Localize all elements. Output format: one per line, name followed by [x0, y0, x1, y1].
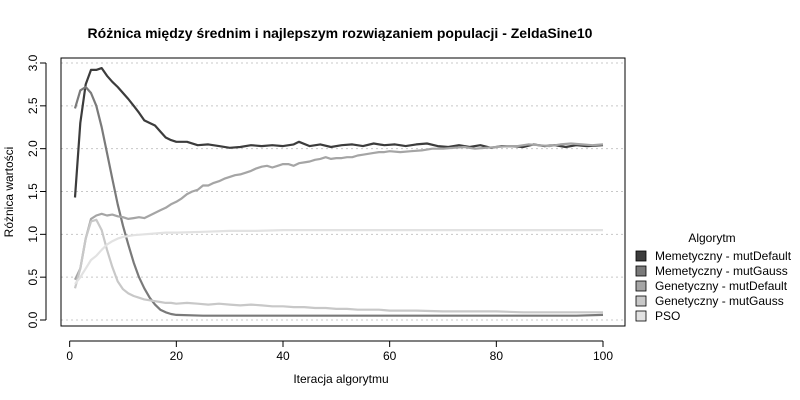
legend-label: Memetyczny - mutDefault	[655, 249, 792, 263]
legend-label: Genetyczny - mutDefault	[655, 279, 788, 293]
y-axis: 0.0 0.5 1.0 1.5 2.0 2.5 3.0	[26, 54, 47, 328]
legend-swatch	[635, 295, 647, 307]
y-tick-label: 2.5	[26, 97, 40, 114]
x-tick-label: 60	[383, 349, 397, 363]
x-axis: 0 20 40 60 80 100	[66, 340, 613, 363]
y-tick-label: 1.0	[26, 226, 40, 243]
x-axis-label: Iteracja algorytmu	[293, 372, 388, 386]
x-tick-label: 0	[66, 349, 73, 363]
series-line	[73, 67, 604, 198]
y-tick-label: 0.0	[26, 311, 40, 328]
legend-swatch	[635, 250, 647, 262]
y-tick-label: 2.0	[26, 140, 40, 157]
y-axis-label: Różnica wartości	[2, 147, 16, 238]
legend-label: Genetyczny - mutGauss	[655, 294, 784, 308]
chart-title: Różnica między średnim i najlepszym rozw…	[88, 25, 593, 41]
x-tick-label: 100	[593, 349, 613, 363]
series-line	[74, 142, 604, 281]
legend-label: PSO	[655, 309, 680, 323]
plot-frame	[60, 57, 626, 327]
x-tick-label: 40	[276, 349, 290, 363]
legend-title: Algorytm	[688, 231, 735, 245]
legend-swatch	[635, 310, 647, 322]
legend-swatch	[635, 280, 647, 292]
y-tick-label: 1.5	[26, 183, 40, 200]
series-lines	[73, 67, 604, 317]
series-line	[73, 85, 604, 317]
legend-label: Memetyczny - mutGauss	[655, 264, 788, 278]
series-line	[74, 229, 603, 285]
series-line	[73, 218, 603, 314]
grid-lines	[61, 62, 625, 321]
x-tick-label: 80	[490, 349, 504, 363]
x-tick-label: 20	[170, 349, 184, 363]
y-tick-label: 0.5	[26, 269, 40, 286]
legend: Algorytm Memetyczny - mutDefaultMemetycz…	[635, 231, 792, 323]
legend-swatch	[635, 265, 647, 277]
y-tick-label: 3.0	[26, 54, 40, 71]
